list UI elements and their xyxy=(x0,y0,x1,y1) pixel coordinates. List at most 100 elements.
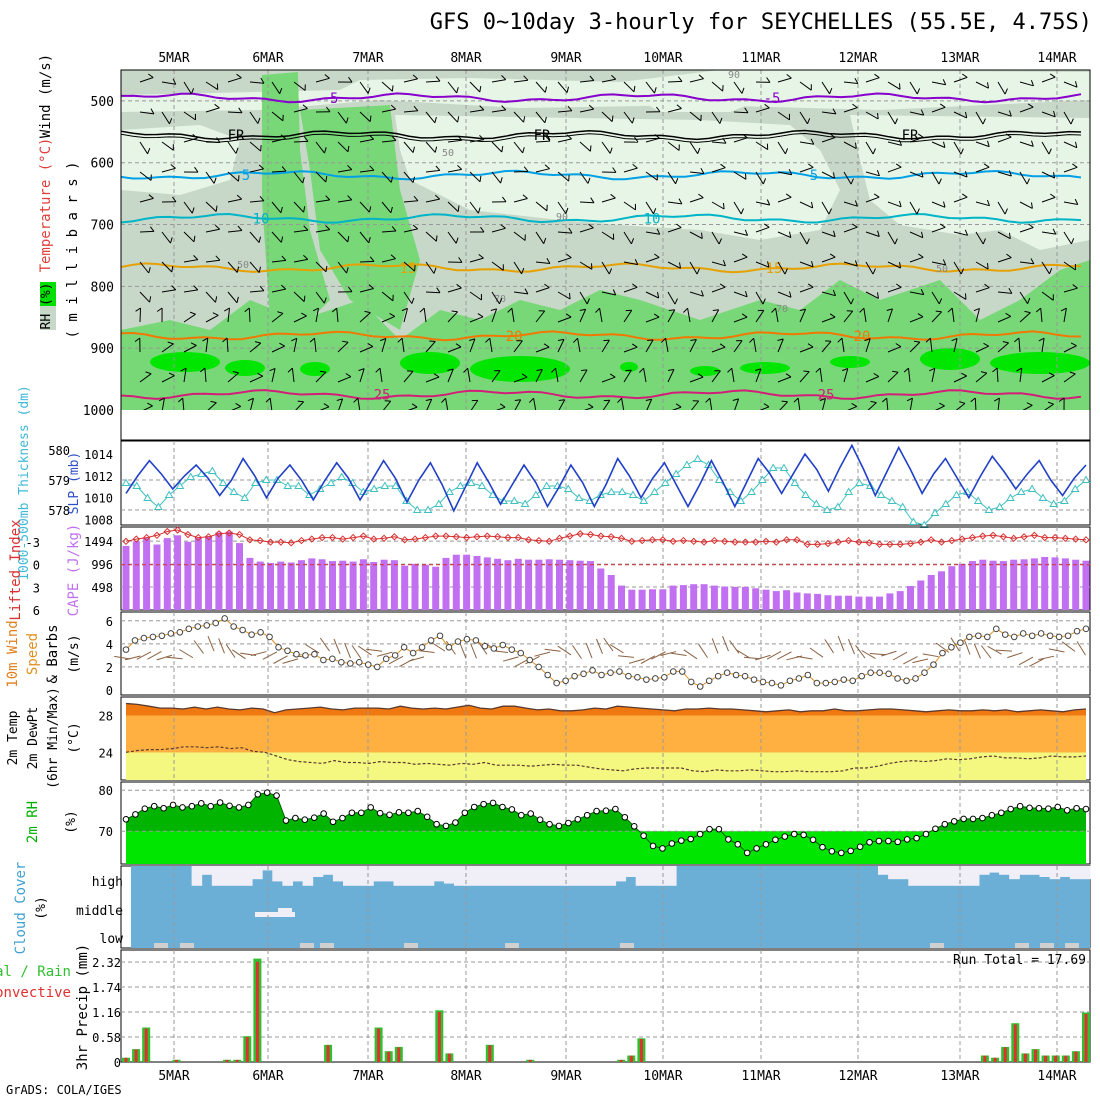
rh2m-marker xyxy=(414,807,422,815)
wind-barb-flag xyxy=(544,283,550,289)
wind-barb xyxy=(579,261,593,270)
rh2m-marker xyxy=(950,818,958,825)
wind-barb-flag xyxy=(411,403,418,408)
lifted-tick-label: 3 xyxy=(33,581,40,595)
wind-barb xyxy=(953,171,968,178)
wind-barb-flag xyxy=(545,136,551,142)
cape-bar xyxy=(618,585,625,610)
rh2m-marker xyxy=(565,819,572,827)
wind-barb xyxy=(863,308,867,323)
wind-barb-flag xyxy=(193,255,199,260)
lifted-index-marker xyxy=(235,530,244,539)
isotherm-label: 20 xyxy=(854,329,871,345)
wind-barb-flag xyxy=(741,253,748,258)
wind-barb-flag xyxy=(785,373,792,378)
wind-barb-flag xyxy=(435,165,441,171)
wind-barb-flag xyxy=(259,195,265,202)
chart-title: GFS 0~10day 3-hourly for SEYCHELLES (55.… xyxy=(429,10,1092,35)
thickness-marker xyxy=(887,496,897,504)
isotherm-label: -5 xyxy=(322,91,339,107)
wind-barb xyxy=(381,81,393,92)
wind-speed-marker xyxy=(230,623,237,630)
wind-barb xyxy=(161,141,174,151)
precip-convective-bar xyxy=(245,1036,249,1062)
wind-barb xyxy=(183,231,195,243)
rh2m-marker xyxy=(245,801,252,809)
wind-barb-flag xyxy=(705,397,711,403)
surface-wind-barb xyxy=(766,651,782,660)
wind-barb xyxy=(425,141,436,153)
wind-barb xyxy=(1019,368,1023,383)
rh2m-marker xyxy=(837,849,845,857)
wind-speed-marker xyxy=(400,644,408,651)
wind-barb-flag xyxy=(1049,73,1056,78)
cape-bar xyxy=(215,532,223,610)
wind-barb xyxy=(359,346,374,353)
surface-wind-barb xyxy=(698,644,708,658)
wind-speed-marker xyxy=(302,652,309,659)
cape-bar xyxy=(576,560,584,610)
lifted-index-marker xyxy=(597,532,605,540)
cape-bar xyxy=(690,584,698,610)
isotherm-line xyxy=(120,169,1082,181)
wind-barb-flag xyxy=(1047,401,1054,405)
cape-bar xyxy=(246,557,254,610)
lifted-index-marker xyxy=(184,530,192,539)
wind-barb xyxy=(271,138,286,143)
wind-barb xyxy=(445,398,449,413)
wind-barb xyxy=(227,261,238,273)
wind-barb xyxy=(557,110,572,113)
wind-barb-flag xyxy=(830,133,836,138)
thickness-marker xyxy=(164,490,174,498)
rh2m-marker xyxy=(781,833,789,840)
wind-barb-flag xyxy=(447,368,454,371)
wind-barb xyxy=(513,231,526,241)
rh2m-marker xyxy=(1073,804,1080,812)
rh2m-marker xyxy=(677,837,685,844)
wind-barb xyxy=(687,308,691,323)
high-cloud-bar xyxy=(514,866,526,886)
wind-barb xyxy=(975,345,989,353)
bottom-date-label: 5MAR xyxy=(158,1069,189,1084)
wind-barb-flag xyxy=(389,312,396,317)
precip-convective-legend: Convective xyxy=(0,985,71,1001)
wind-barb-flag xyxy=(485,337,491,343)
wind-barb-flag xyxy=(369,256,375,262)
wind-barb xyxy=(557,339,565,353)
wind-axis-label: Wind (m/s) xyxy=(38,54,54,138)
wind-speed-marker xyxy=(517,649,525,657)
cape-bar xyxy=(628,589,636,610)
thickness-marker xyxy=(1006,493,1015,501)
wind-barb-flag xyxy=(434,146,438,153)
lifted-tick-label: 0 xyxy=(33,559,40,573)
slp-tick-label: 1008 xyxy=(84,514,113,528)
rh2m-marker xyxy=(1063,806,1071,814)
wind-barb xyxy=(1019,261,1034,265)
wind-barb xyxy=(777,171,792,176)
wind-barb xyxy=(491,291,500,305)
wind-barb xyxy=(357,398,361,413)
wind-barb xyxy=(799,261,814,268)
wind-unit-label: (m/s) xyxy=(67,634,82,673)
wind-barb-flag xyxy=(917,313,924,318)
thickness-marker xyxy=(294,481,303,489)
wind-barb xyxy=(315,371,327,383)
wind-barb xyxy=(469,201,479,214)
rh2m-marker xyxy=(772,836,779,844)
middle-cloud-bar xyxy=(255,912,295,917)
wind-barb xyxy=(425,231,437,242)
cape-bar xyxy=(741,586,749,610)
wind-tick-label: 2 xyxy=(106,661,113,675)
wind-barb xyxy=(513,198,528,203)
rh2m-marker xyxy=(433,820,440,828)
high-cloud-bar xyxy=(878,866,889,875)
lifted-index-marker xyxy=(287,539,295,547)
wind-barb xyxy=(293,108,308,113)
rh2m-marker xyxy=(960,815,967,823)
wind-barb-flag xyxy=(873,193,880,198)
wind-barb-flag xyxy=(1008,110,1012,117)
wind-barb-flag xyxy=(852,103,858,109)
wind-barb xyxy=(557,231,573,234)
wind-barb xyxy=(865,141,874,155)
wind-barb xyxy=(447,111,458,123)
